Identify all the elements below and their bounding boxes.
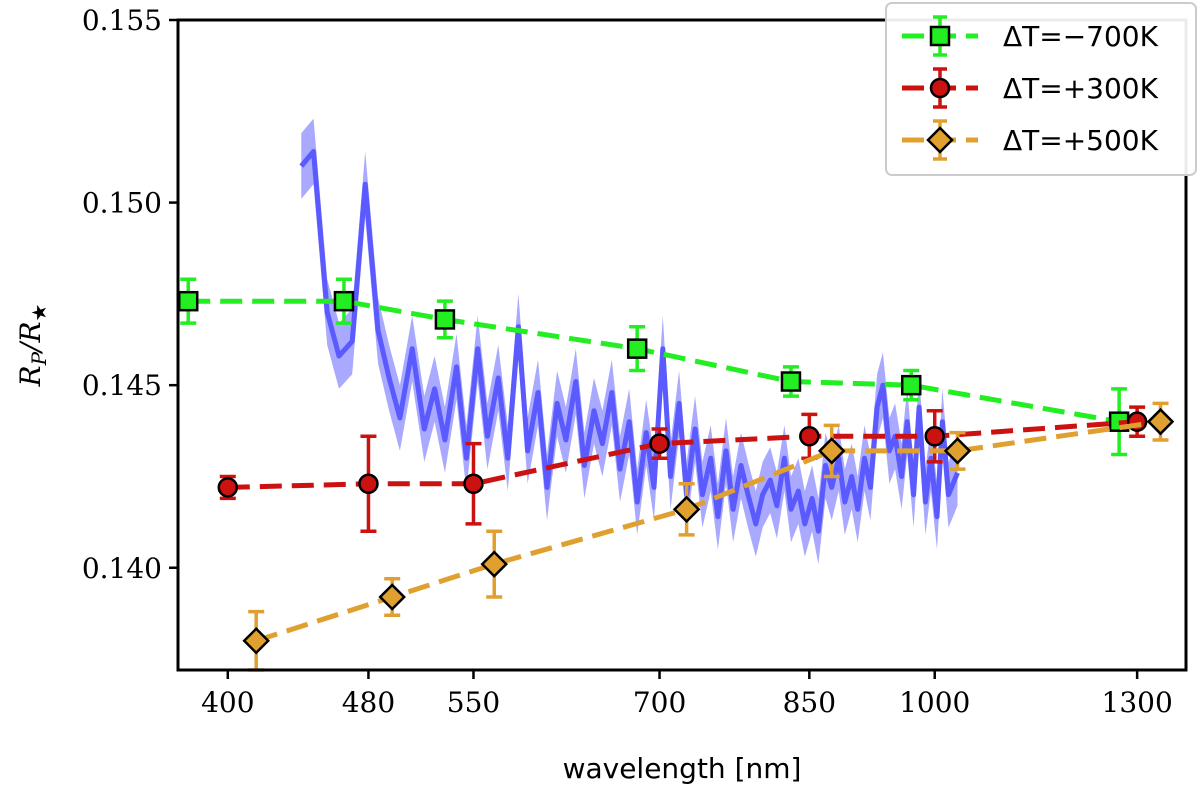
legend-label: ΔT=+500K [1003,124,1159,157]
legend-marker [929,25,951,47]
data-point [924,426,945,447]
series-layer [177,277,1175,672]
data-point [378,583,406,611]
data-point [434,309,456,330]
data-point [217,477,239,498]
data-point [649,433,670,454]
legend-box [885,2,1197,176]
legend-entry-1: ΔT=+300K [902,67,1159,109]
legend-label: ΔT=+300K [1003,72,1159,105]
y-axis-label-sub1: P [27,351,51,366]
x-axis-label: wavelength [nm] [563,752,802,785]
legend-label: ΔT=−700K [1003,20,1159,53]
data-point [817,437,846,465]
x-tick-label: 1300 [1102,686,1173,719]
data-point [242,627,270,655]
data-point [333,290,355,312]
data-point [358,473,379,495]
y-tick-label: 0.155 [82,4,162,37]
y-tick-label: 0.150 [82,187,162,220]
y-tick-label: 0.145 [82,369,162,402]
data-point [480,550,509,578]
x-tick-label: 850 [783,686,836,719]
data-point [1146,407,1175,436]
spectrum-layer [299,118,960,565]
series-0 [177,277,1130,457]
x-tick-label: 1000 [899,686,970,719]
legend: ΔT=−700K ΔT=+300K ΔT=+500K [885,2,1197,176]
legend-entry-0: ΔT=−700K [902,15,1159,57]
data-point [626,338,648,359]
legend-entry-2: ΔT=+500K [902,119,1159,161]
x-tick-label: 480 [342,686,395,719]
legend-marker [929,77,951,99]
y-axis-label: RP/R★ [14,303,51,387]
x-tick-label: 400 [201,686,254,719]
series-1 [217,405,1148,533]
plot-frame [176,18,1188,672]
spectrum-line [299,149,960,534]
series-2 [242,401,1175,672]
data-point [780,371,802,392]
data-point [943,437,972,465]
x-tick-label: 700 [633,686,686,719]
legend-marker [926,126,954,154]
data-point [177,290,199,312]
data-point [463,473,484,495]
y-axis-label-slash: /R [14,321,47,355]
data-point [900,374,922,396]
y-axis-label-sub2: ★ [27,303,51,321]
data-point [672,495,701,524]
ticks-layer: 400 480 550 700 850 1000 1300 0.140 0.145 0.150 0.… [82,4,1173,719]
x-tick-label: 550 [447,686,500,719]
y-axis-label-main: R [14,365,47,387]
y-tick-label: 0.140 [82,552,162,585]
data-point [799,426,820,447]
